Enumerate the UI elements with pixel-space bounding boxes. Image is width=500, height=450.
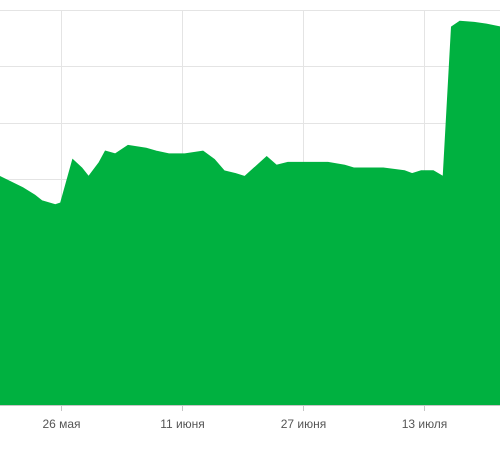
series-area — [0, 20, 500, 406]
x-tick-label: 13 июля — [402, 417, 448, 431]
x-tick-label: 11 июня — [160, 417, 205, 431]
x-tick-label: 27 июня — [281, 417, 327, 431]
x-tick-label: 26 мая — [42, 417, 80, 431]
x-axis: 26 мая 11 июня 27 июня 13 июля — [0, 405, 500, 431]
area-series — [0, 20, 500, 406]
